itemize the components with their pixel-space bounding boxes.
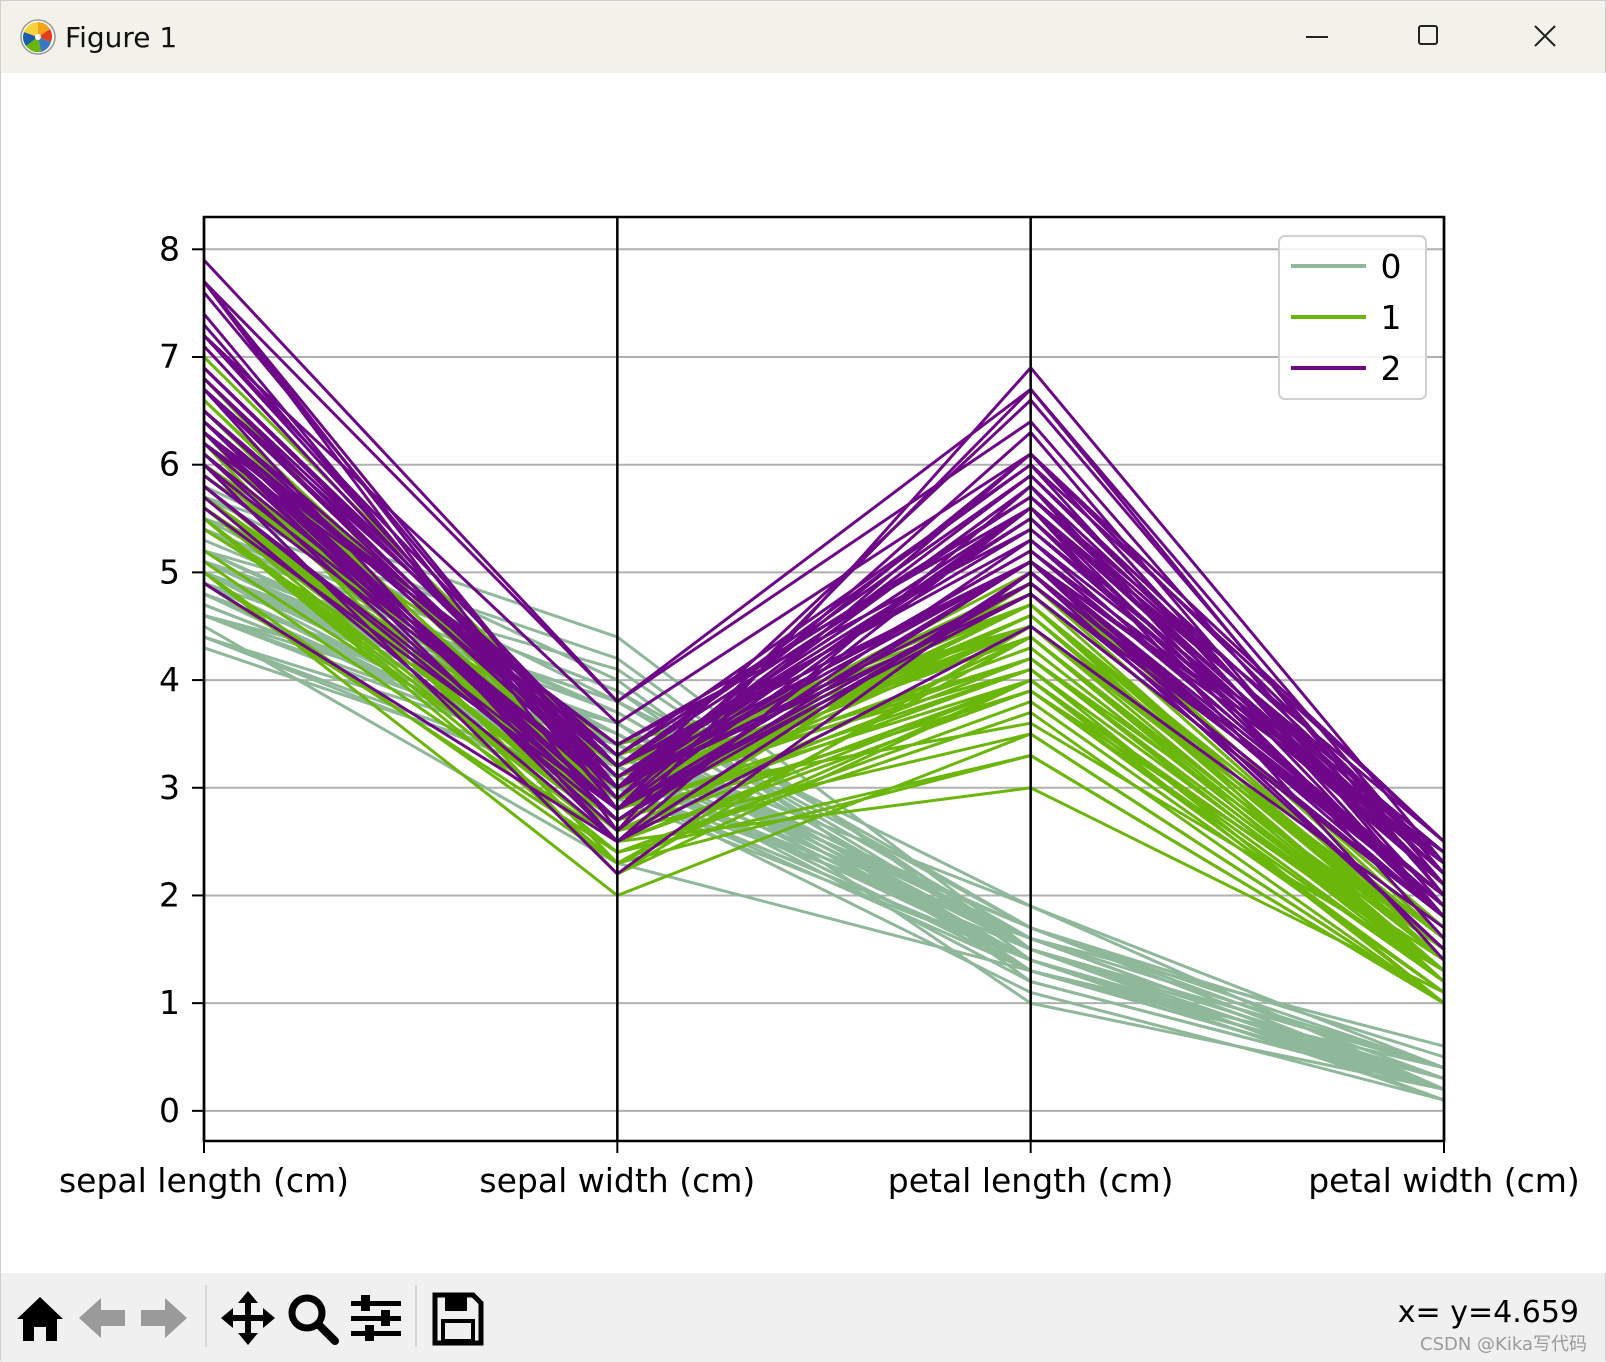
legend-label: 0 (1381, 247, 1402, 286)
minimize-button[interactable] (1263, 1, 1373, 73)
title-bar: Figure 1 (1, 1, 1605, 73)
series-2-line (202, 280, 1446, 875)
y-tick-label: 5 (159, 552, 180, 591)
forward-icon (141, 1298, 187, 1338)
watermark-text: CSDN @Kika写代码 (1420, 1334, 1587, 1355)
toolbar-separator (205, 1285, 207, 1347)
series-2-line (203, 474, 1445, 919)
series-2-line (203, 441, 1445, 865)
pan-icon (221, 1291, 275, 1345)
maximize-button[interactable] (1375, 1, 1485, 73)
y-tick-label: 6 (159, 445, 180, 484)
y-tick-label: 4 (159, 660, 180, 699)
home-icon (17, 1297, 63, 1341)
zoom-icon (288, 1294, 339, 1345)
series-1-line (203, 560, 1445, 994)
legend-label: 1 (1381, 298, 1402, 337)
back-button[interactable] (73, 1287, 131, 1349)
matplotlib-logo-icon (20, 19, 56, 55)
series-2-line (203, 388, 1445, 843)
x-tick-label: sepal length (cm) (59, 1161, 349, 1200)
close-button[interactable] (1491, 1, 1601, 73)
x-tick-label: sepal width (cm) (479, 1161, 755, 1200)
series-2-line (203, 485, 1445, 908)
series-2-line (203, 581, 1445, 930)
series-2-line (202, 280, 1446, 897)
y-tick-label: 2 (159, 875, 180, 914)
series-1-line (203, 517, 1445, 973)
navigation-toolbar: x= y=4.659 CSDN @Kika写代码 (1, 1273, 1605, 1362)
back-icon (79, 1298, 125, 1338)
window-title: Figure 1 (65, 21, 178, 54)
series-2-line (202, 420, 1445, 876)
legend-label: 2 (1381, 349, 1402, 388)
zoom-button[interactable] (283, 1287, 341, 1349)
legend: 0 1 2 (1278, 235, 1427, 400)
series-1-line (203, 571, 1445, 1005)
figure-canvas[interactable]: 0 1 2 3 4 5 6 7 8 sepal length (cm) sepal width (c… (1, 73, 1606, 1273)
toolbar-separator (415, 1285, 417, 1347)
close-icon (1534, 25, 1556, 47)
y-tick-label: 7 (159, 337, 180, 376)
configure-icon (351, 1295, 401, 1341)
minimize-icon (1306, 36, 1328, 38)
series-2-line (202, 463, 1446, 951)
forward-button[interactable] (135, 1287, 193, 1349)
plot-frame (202, 215, 1446, 1143)
home-button[interactable] (11, 1287, 69, 1349)
parallel-coordinates-chart: 0 1 2 3 4 5 6 7 8 sepal length (cm) sepal width (c… (59, 215, 1580, 1200)
y-tick-label: 3 (159, 768, 180, 807)
x-tick-label: petal width (cm) (1308, 1161, 1580, 1200)
pan-button[interactable] (219, 1287, 277, 1349)
save-icon (432, 1292, 484, 1346)
cursor-coordinates: x= y=4.659 (1397, 1295, 1579, 1330)
series-2-line (202, 334, 1446, 843)
save-button[interactable] (429, 1287, 487, 1349)
series-1-line (203, 517, 1445, 1005)
maximize-icon (1418, 25, 1438, 45)
y-tick-label: 1 (159, 983, 180, 1022)
configure-subplots-button[interactable] (347, 1287, 405, 1349)
y-tick-label: 0 (159, 1091, 180, 1130)
series-2-line (202, 388, 1445, 854)
x-tick-label: petal length (cm) (888, 1161, 1174, 1200)
y-tick-label: 8 (159, 229, 180, 268)
series-2-line (202, 409, 1445, 897)
